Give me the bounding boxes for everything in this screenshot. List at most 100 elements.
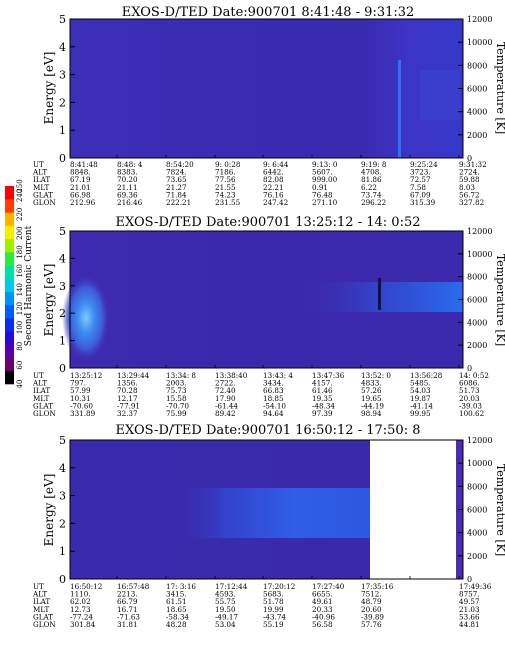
panel-1-spike	[398, 60, 401, 158]
table-cell: 22.21	[263, 183, 284, 192]
table-cell: 17:12:44	[215, 582, 248, 591]
energy-tick-label: 1	[59, 545, 66, 558]
table-cell: 212.96	[70, 198, 96, 207]
temperature-tick-label: 10000	[467, 38, 492, 47]
table-cell: 327.82	[459, 198, 484, 207]
table-cell: 89.42	[215, 409, 236, 418]
table-row-label: GLON	[33, 620, 56, 629]
panel-2-temperature-band	[300, 282, 463, 312]
table-cell: 49.57	[459, 597, 480, 606]
colorbar-block	[5, 199, 14, 213]
colorbar-tick-label: 60	[16, 361, 24, 370]
table-cell: 17: 3:16	[166, 582, 196, 591]
table-row-label: GLAT	[33, 401, 53, 410]
panel-1-enhancement	[420, 70, 460, 120]
table-cell: 19.35	[312, 394, 333, 403]
energy-tick-label: 0	[59, 573, 66, 586]
panel-3-ylabel: Energy [eV]	[42, 474, 56, 547]
table-cell: 216.46	[117, 198, 143, 207]
table-cell: 54.03	[410, 386, 431, 395]
colorbar-block	[5, 186, 14, 200]
table-cell: 2724.	[459, 168, 480, 177]
table-cell: 231.55	[215, 198, 241, 207]
table-cell: 999.00	[312, 175, 338, 184]
table-row-label: GLON	[33, 409, 56, 418]
table-cell: 66.79	[117, 597, 138, 606]
table-row-label: ILAT	[33, 175, 50, 184]
energy-tick-label: 3	[59, 490, 66, 503]
table-cell: 9:31:32	[459, 160, 487, 169]
table-cell: 315.39	[410, 198, 436, 207]
table-cell: 1110.	[70, 590, 91, 599]
table-cell: 331.89	[70, 409, 96, 418]
temperature-tick-label: 6000	[467, 296, 487, 305]
table-cell: 9:13: 0	[312, 160, 338, 169]
table-cell: 3723.	[410, 168, 431, 177]
table-cell: 2003.	[166, 379, 187, 388]
colorbar-tick-label: 120	[16, 302, 24, 315]
table-cell: 9: 6:44	[263, 160, 289, 169]
table-row-label: GLAT	[33, 612, 53, 621]
table-cell: 6086.	[459, 379, 480, 388]
table-cell: 81.86	[361, 175, 382, 184]
panel-3: EXOS-D/TED Date:900701 16:50:12 - 17:50:…	[32, 423, 505, 629]
table-cell: 0.91	[312, 183, 328, 192]
table-cell: 66.98	[70, 190, 91, 199]
colorbar-block	[5, 252, 14, 266]
temperature-tick-label: 2000	[467, 131, 487, 140]
table-cell: -58.34	[166, 612, 189, 621]
table-cell: -44.19	[361, 401, 384, 410]
table-cell: 17:27:40	[312, 582, 345, 591]
energy-tick-label: 1	[59, 124, 66, 137]
table-row-label: UT	[33, 160, 44, 169]
temperature-tick-label: 4000	[467, 108, 487, 117]
table-cell: 62.02	[70, 597, 91, 606]
table-cell: 19.99	[263, 605, 284, 614]
panel-1-left-ticks: 0 1 2 3 4 5	[59, 13, 75, 165]
colorbar-block	[5, 265, 14, 279]
colorbar-block	[5, 212, 14, 226]
table-cell: -48.34	[312, 401, 335, 410]
table-cell: 13:25:12	[70, 371, 102, 380]
temperature-tick-label: 8000	[467, 482, 487, 491]
table-cell: 14: 0:52	[459, 371, 489, 380]
table-cell: 16:50:12	[70, 582, 102, 591]
temperature-tick-label: 10000	[467, 459, 492, 468]
table-cell: 13:52: 0	[361, 371, 391, 380]
table-cell: 76.16	[263, 190, 284, 199]
table-cell: 9:25:24	[410, 160, 438, 169]
table-cell: 16.71	[117, 605, 138, 614]
table-cell: 10.31	[70, 394, 91, 403]
table-cell: 71.84	[166, 190, 187, 199]
temperature-tick-label: 12000	[467, 15, 492, 24]
table-cell: 8:41:48	[70, 160, 98, 169]
colorbar-tick-label: 180	[16, 245, 24, 258]
colorbar-block	[5, 344, 14, 358]
colorbar-block	[5, 370, 14, 385]
table-cell: 76.48	[312, 190, 333, 199]
temperature-tick-label: 4000	[467, 529, 487, 538]
table-cell: -70.60	[70, 401, 93, 410]
colorbar-block	[5, 278, 14, 292]
panel-2-ylabel: Energy [eV]	[42, 264, 56, 337]
panel-3-table: UT 16:50:12 16:57:48 17: 3:16 17:12:44 17:20:…	[32, 576, 492, 629]
table-cell: 4833.	[361, 379, 382, 388]
table-cell: -77.91	[117, 401, 140, 410]
table-cell: 72.40	[215, 386, 236, 395]
energy-tick-label: 1	[59, 335, 66, 348]
colorbar-label: Second Harmonic Current	[24, 225, 34, 346]
table-cell: 94.64	[263, 409, 284, 418]
table-row-label: MLT	[33, 394, 50, 403]
panel-1-title: EXOS-D/TED Date:900701 8:41:48 - 9:31:32	[122, 5, 415, 20]
temperature-tick-label: 0	[467, 575, 472, 584]
table-cell: 17:20:12	[263, 582, 295, 591]
table-cell: 17.90	[215, 394, 236, 403]
temperature-tick-label: 4000	[467, 318, 487, 327]
colorbar-tick-label: 40	[16, 380, 24, 389]
table-cell: 21.11	[117, 183, 138, 192]
table-cell: 4708.	[361, 168, 382, 177]
table-row-label: ALT	[32, 379, 47, 388]
energy-tick-label: 5	[59, 13, 66, 26]
table-cell: 21.03	[459, 605, 480, 614]
